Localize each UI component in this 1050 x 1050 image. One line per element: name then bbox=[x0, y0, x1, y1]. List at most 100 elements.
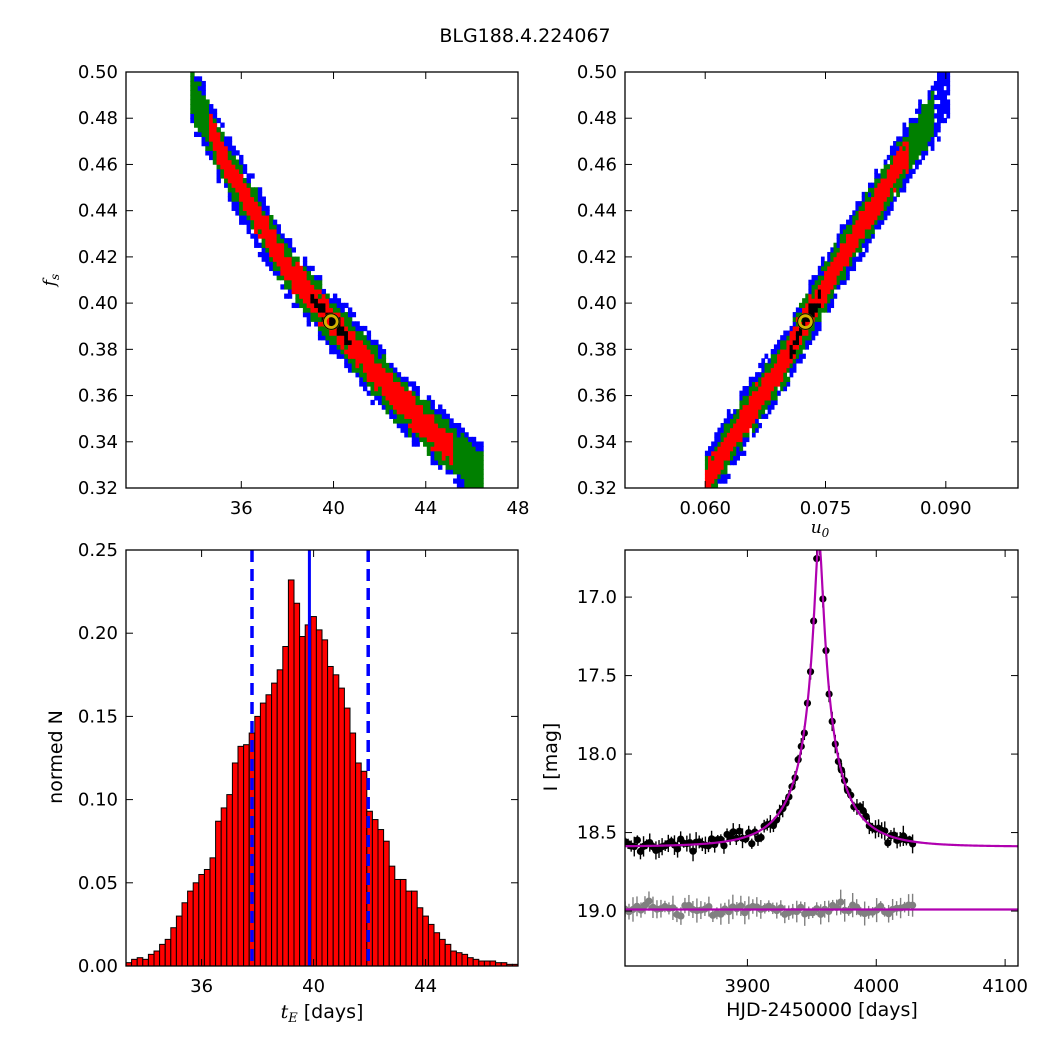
tl-cell bbox=[254, 224, 259, 230]
tr-cell bbox=[723, 469, 728, 475]
tl-cell bbox=[445, 459, 450, 466]
tl-cell bbox=[344, 302, 349, 309]
tr-cell bbox=[852, 238, 857, 244]
tl-cell bbox=[456, 441, 462, 447]
tl-cell bbox=[366, 335, 372, 341]
tl-xtick-label: 40 bbox=[322, 498, 345, 519]
tl-cell bbox=[246, 219, 251, 225]
tr-cell bbox=[723, 459, 728, 466]
tr-cell bbox=[855, 201, 860, 207]
tl-cell bbox=[449, 441, 454, 447]
tl-cell bbox=[456, 473, 462, 480]
tr-cell bbox=[924, 145, 929, 151]
tr-cell bbox=[899, 159, 904, 165]
tr-cell bbox=[704, 464, 709, 470]
tl-cell bbox=[396, 413, 402, 419]
tl-cell bbox=[400, 413, 405, 419]
tr-cell bbox=[773, 349, 778, 355]
tl-cell bbox=[362, 386, 368, 392]
tr-cell bbox=[902, 145, 907, 151]
tr-cell bbox=[842, 265, 847, 272]
tl-cell bbox=[419, 422, 424, 429]
bl-hist-bar bbox=[366, 810, 373, 967]
tl-cell bbox=[430, 436, 435, 443]
tl-cell bbox=[400, 422, 405, 429]
tl-cell bbox=[340, 321, 345, 327]
tr-cell bbox=[808, 330, 813, 336]
tr-cell bbox=[930, 117, 935, 124]
tr-cell bbox=[871, 219, 875, 225]
tl-cell bbox=[197, 127, 203, 133]
tl-cell bbox=[310, 302, 315, 309]
tl-cell bbox=[235, 168, 240, 174]
tr-cell bbox=[758, 422, 762, 429]
tl-cell bbox=[464, 464, 469, 470]
bl-hist-bar bbox=[215, 820, 222, 967]
tr-cell bbox=[864, 214, 869, 221]
tr-cell bbox=[767, 381, 772, 387]
tr-cell bbox=[814, 302, 819, 309]
tr-cell bbox=[745, 386, 750, 392]
tl-cell bbox=[224, 159, 229, 165]
tl-cell bbox=[332, 298, 338, 304]
tr-cell bbox=[871, 228, 875, 235]
tl-cell bbox=[449, 446, 454, 452]
tl-cell bbox=[471, 483, 477, 488]
tr-cell bbox=[846, 242, 850, 248]
tl-cell bbox=[355, 372, 360, 378]
tr-cell bbox=[783, 372, 788, 378]
tr-cell bbox=[921, 141, 926, 147]
tr-cell bbox=[720, 469, 725, 475]
tr-cell bbox=[780, 349, 784, 355]
tl-cell bbox=[194, 94, 199, 101]
tr-cell bbox=[930, 136, 935, 142]
tr-cell bbox=[792, 321, 797, 327]
tr-cell bbox=[783, 367, 788, 373]
tl-cell bbox=[347, 335, 353, 341]
tr-cell bbox=[871, 196, 875, 202]
tr-cell bbox=[846, 251, 850, 258]
tl-cell bbox=[355, 353, 360, 359]
tr-cell bbox=[896, 141, 900, 147]
tl-cell bbox=[235, 196, 240, 202]
tr-cell bbox=[896, 178, 900, 184]
tl-cell bbox=[351, 325, 357, 332]
tr-cell bbox=[726, 446, 731, 452]
tl-cell bbox=[453, 464, 458, 470]
tl-cell bbox=[456, 469, 462, 475]
tl-cell bbox=[235, 164, 240, 170]
tr-cell bbox=[764, 367, 769, 373]
tl-cell bbox=[404, 427, 409, 433]
tr-cell bbox=[773, 372, 778, 378]
tr-cell bbox=[930, 104, 935, 110]
tr-cell bbox=[911, 168, 916, 174]
tr-cell bbox=[798, 307, 803, 313]
tr-cell bbox=[874, 205, 878, 211]
tr-cell bbox=[817, 312, 822, 318]
bl-xtick-label: 36 bbox=[190, 976, 213, 997]
tr-cell bbox=[805, 302, 809, 309]
br-residual-point bbox=[645, 897, 653, 905]
tl-cell bbox=[242, 210, 248, 216]
tl-cell bbox=[269, 247, 274, 253]
tl-cell bbox=[269, 261, 274, 267]
tr-cell bbox=[723, 432, 728, 438]
tr-cell bbox=[755, 427, 759, 433]
tl-cell bbox=[265, 228, 270, 235]
tl-cell bbox=[423, 436, 428, 443]
tl-cell bbox=[359, 330, 364, 336]
tr-cell bbox=[830, 247, 835, 253]
tl-cell bbox=[423, 427, 428, 433]
tr-cell bbox=[742, 418, 747, 424]
tl-cell bbox=[261, 247, 266, 253]
tr-cell bbox=[711, 441, 715, 447]
tl-cell bbox=[355, 339, 360, 346]
tl-cell bbox=[250, 187, 255, 193]
tr-cell bbox=[893, 145, 897, 151]
tr-cell bbox=[842, 275, 847, 281]
tr-cell bbox=[905, 150, 910, 156]
tr-cell bbox=[729, 418, 734, 424]
tr-cell bbox=[908, 173, 913, 179]
tl-cell bbox=[381, 386, 387, 392]
